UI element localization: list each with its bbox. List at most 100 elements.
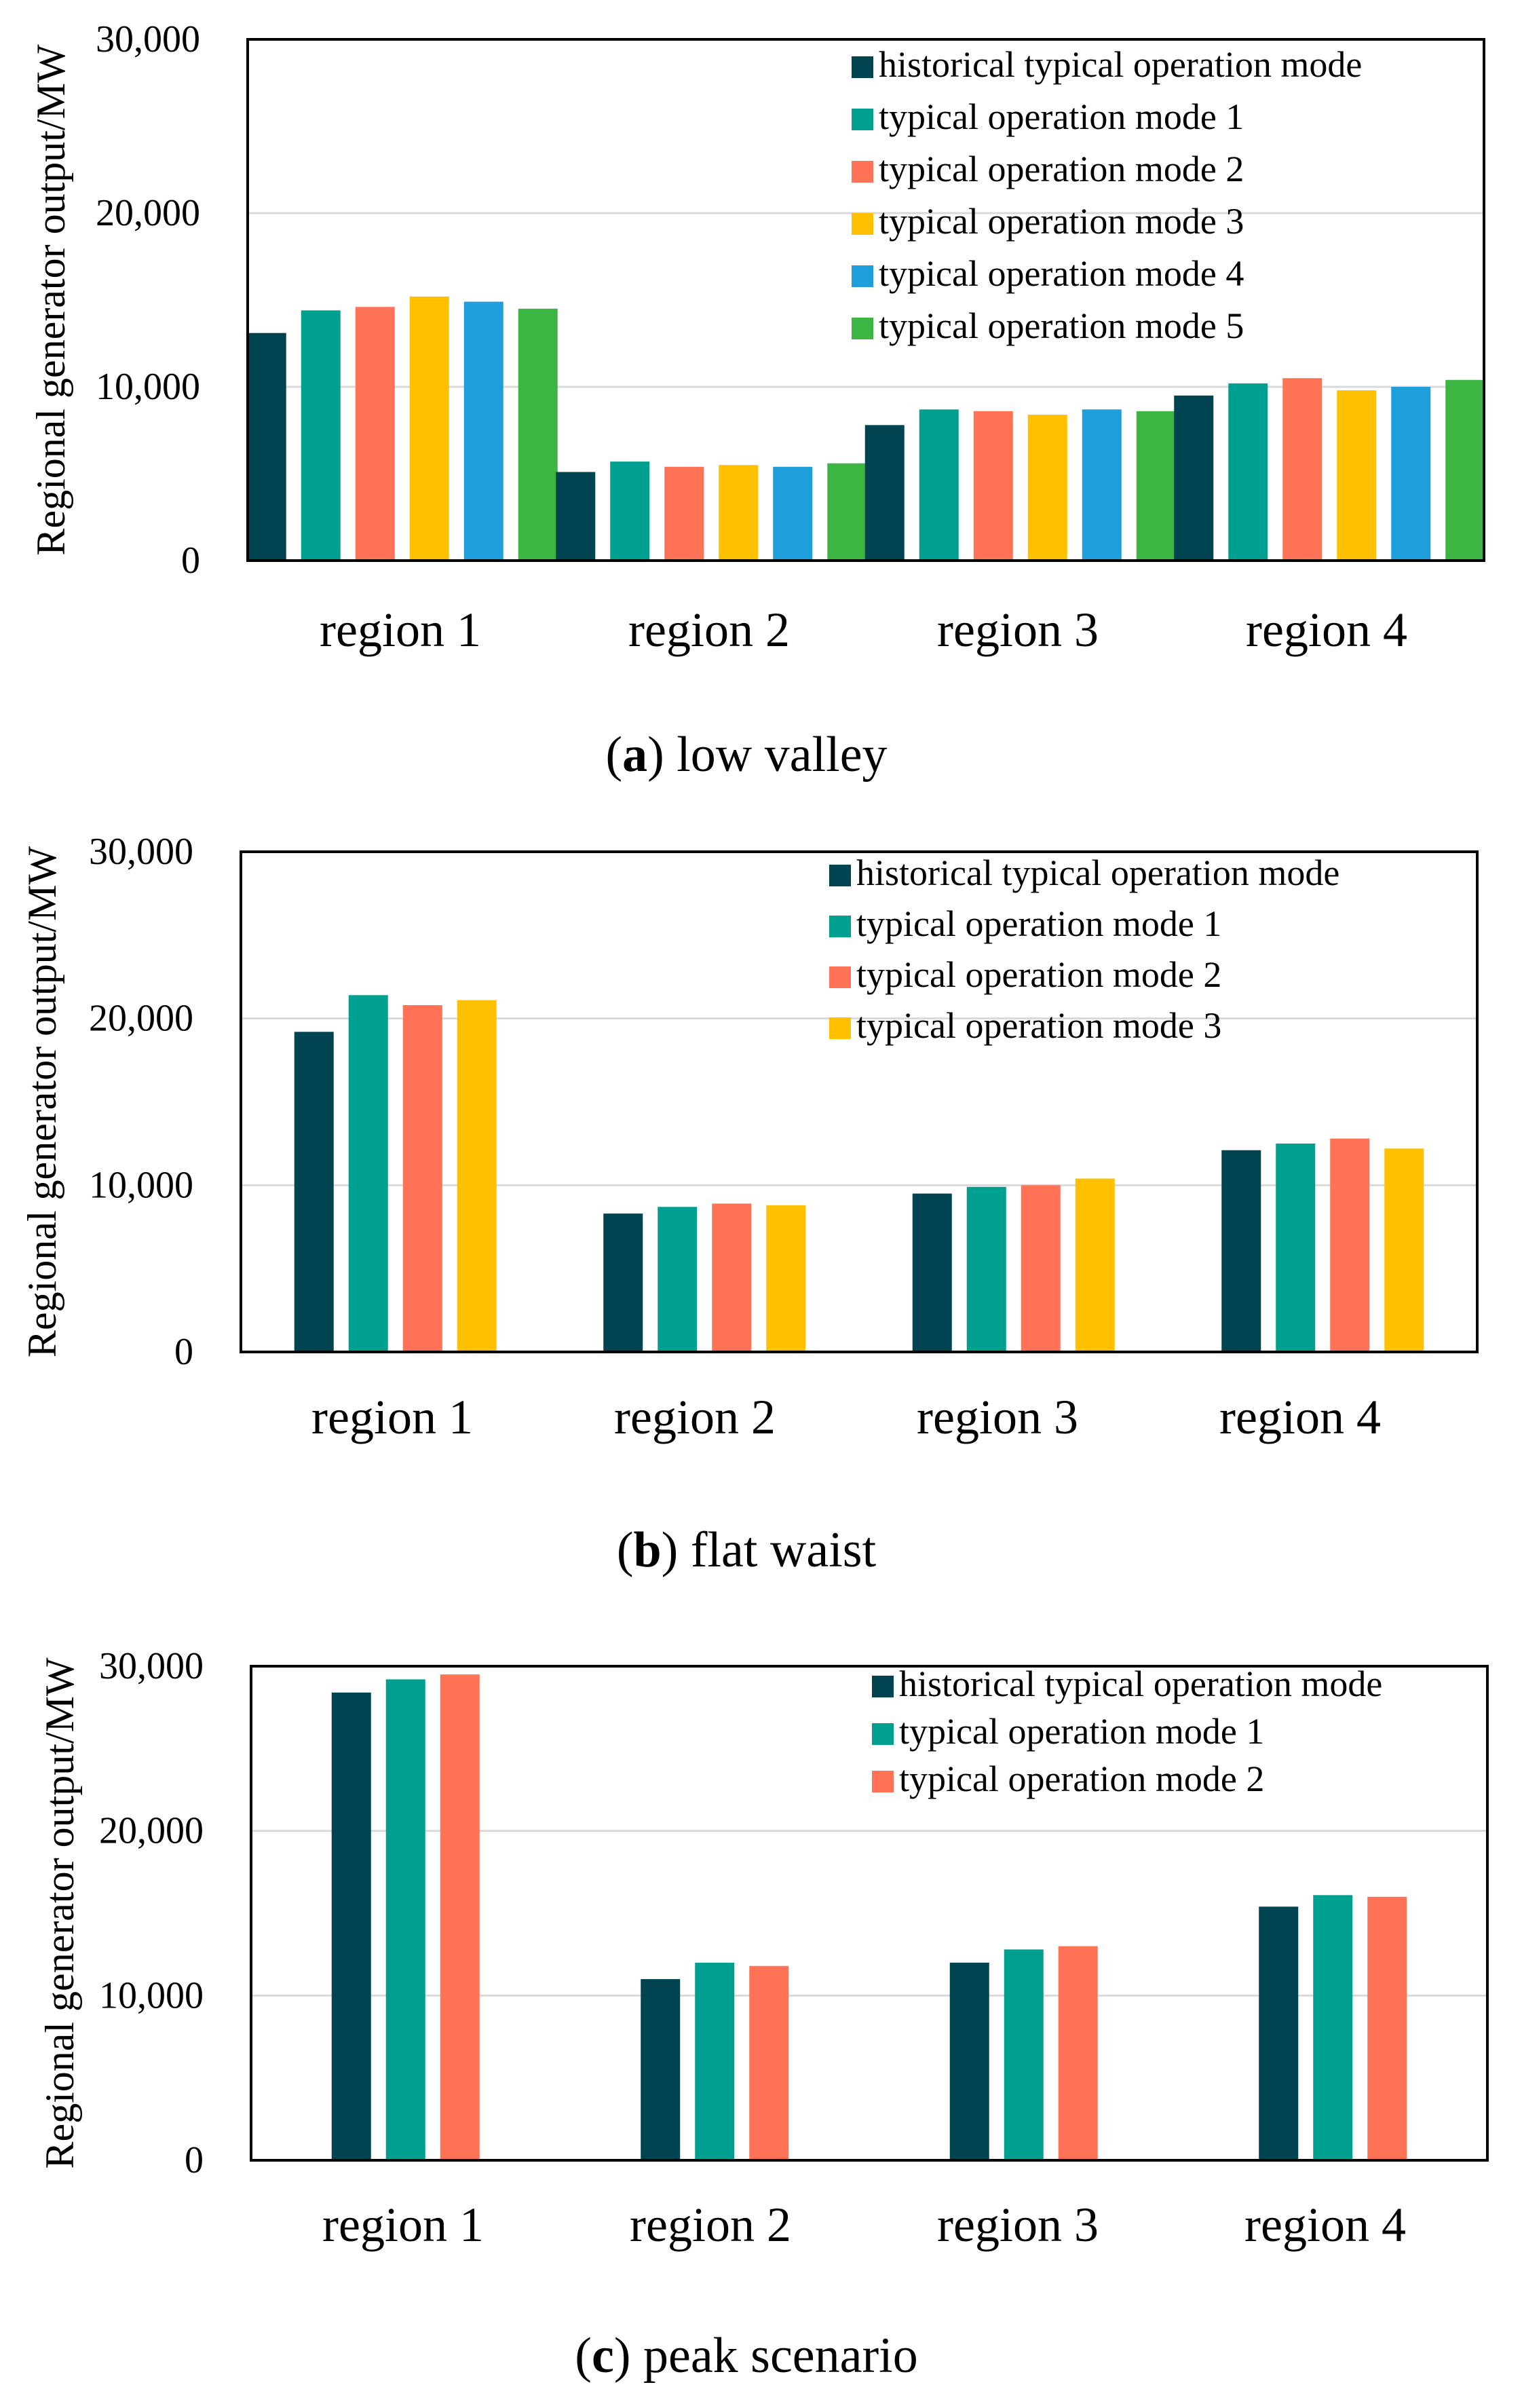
y-tick-label: 20,000: [99, 1810, 204, 1852]
bar-mode1-region-3: [966, 1186, 1006, 1352]
legend-swatch-mode2: [852, 161, 873, 183]
bar-mode2-region-4: [1367, 1896, 1407, 2160]
bar-mode4-region-3: [1082, 409, 1122, 561]
legend-swatch-mode3: [829, 1017, 851, 1039]
x-category-label: region 1: [311, 1390, 473, 1444]
bar-mode3-region-1: [409, 296, 449, 561]
caption-text: low valley: [677, 727, 887, 783]
bar-mode1-region-2: [695, 1962, 735, 2160]
x-category-label: region 4: [1244, 2198, 1406, 2252]
bar-mode1-region-4: [1313, 1895, 1353, 2160]
bar-mode3-region-1: [457, 1000, 497, 1352]
y-tick-label: 0: [181, 540, 200, 582]
legend-label: typical operation mode 5: [879, 305, 1244, 346]
panel-caption: (b) flat waist: [617, 1522, 877, 1578]
bar-mode1-region-1: [348, 995, 388, 1352]
bar-mode2-region-2: [749, 1965, 789, 2160]
bar-mode5-region-3: [1136, 411, 1176, 561]
bar-historical-region-4: [1221, 1150, 1261, 1352]
legend-swatch-historical: [829, 865, 851, 886]
legend-swatch-mode1: [852, 109, 873, 130]
y-tick-label: 10,000: [96, 366, 200, 408]
bar-historical-region-4: [1259, 1906, 1299, 2160]
bar-mode1-region-1: [301, 310, 341, 561]
legend: historical typical operation mode typical…: [852, 44, 1362, 346]
bar-mode3-region-4: [1337, 390, 1377, 561]
chart-panel-a: 0 10,000 20,000 30,000 Regional generator ou…: [28, 18, 1485, 783]
legend-swatch-mode4: [852, 265, 873, 287]
bar-mode3-region-4: [1384, 1148, 1424, 1352]
legend-label: historical typical operation mode: [879, 44, 1362, 85]
legend: historical typical operation mode typical…: [829, 852, 1339, 1046]
y-tick-label: 30,000: [99, 1645, 204, 1687]
bar-mode2-region-1: [440, 1674, 480, 2160]
bar-mode5-region-1: [518, 308, 558, 561]
bar-mode2-region-3: [973, 411, 1013, 561]
legend-swatch-mode3: [852, 213, 873, 235]
bar-mode1-region-1: [385, 1679, 425, 2160]
caption-letter: a: [622, 727, 647, 783]
bar-mode2-region-1: [355, 307, 395, 561]
plot-frame: [250, 1665, 1489, 2162]
legend-swatch-historical: [852, 56, 873, 78]
bar-historical-region-2: [603, 1214, 643, 1352]
panel-caption: (c) peak scenario: [575, 2328, 917, 2384]
bar-historical-region-3: [912, 1193, 952, 1352]
legend-label: typical operation mode 1: [899, 1711, 1264, 1752]
legend-label: typical operation mode 2: [899, 1758, 1264, 1799]
bar-mode1-region-3: [1004, 1949, 1044, 2160]
x-category-label: region 3: [917, 1390, 1078, 1444]
bar-mode3-region-3: [1027, 414, 1067, 561]
bar-mode5-region-2: [827, 463, 867, 561]
legend-swatch-historical: [872, 1676, 894, 1697]
y-tick-label: 30,000: [89, 831, 193, 873]
bar-historical-region-2: [556, 472, 596, 561]
bar-mode1-region-4: [1228, 383, 1268, 561]
legend-swatch-mode1: [829, 916, 851, 937]
bar-mode4-region-2: [773, 466, 813, 561]
bar-mode1-region-2: [610, 462, 650, 561]
bar-mode2-region-4: [1330, 1138, 1370, 1352]
legend-swatch-mode2: [872, 1771, 894, 1792]
x-category-label: region 2: [614, 1390, 776, 1444]
bar-historical-region-1: [294, 1032, 334, 1352]
x-category-label: region 3: [937, 603, 1099, 657]
y-tick-label: 0: [185, 2139, 204, 2181]
bar-mode2-region-4: [1282, 378, 1323, 561]
legend-label: historical typical operation mode: [856, 852, 1339, 893]
x-category-label: region 1: [320, 603, 481, 657]
y-axis-title: Regional generator output/MW: [20, 846, 64, 1358]
bar-mode2-region-2: [712, 1203, 752, 1352]
bar-mode4-region-4: [1391, 387, 1431, 561]
bar-historical-region-2: [641, 1979, 681, 2160]
legend-label: typical operation mode 1: [856, 903, 1221, 944]
y-tick-label: 10,000: [89, 1164, 193, 1206]
bar-historical-region-3: [949, 1962, 989, 2160]
bar-mode1-region-3: [919, 409, 959, 561]
x-category-label: region 3: [937, 2198, 1099, 2252]
caption-letter: c: [592, 2328, 614, 2384]
y-tick-label: 0: [174, 1331, 193, 1373]
legend-label: typical operation mode 4: [879, 253, 1244, 294]
bar-mode2-region-1: [402, 1005, 442, 1352]
caption-text: flat waist: [691, 1522, 877, 1578]
bar-historical-region-4: [1174, 395, 1214, 561]
caption-text: peak scenario: [643, 2328, 918, 2384]
bar-mode3-region-3: [1075, 1178, 1115, 1352]
bar-historical-region-3: [864, 425, 905, 561]
y-tick-label: 30,000: [96, 18, 200, 60]
bar-mode2-region-3: [1021, 1185, 1061, 1352]
bar-mode5-region-4: [1445, 379, 1485, 561]
legend-swatch-mode2: [829, 966, 851, 988]
bar-historical-region-1: [331, 1692, 371, 2160]
caption-letter: b: [634, 1522, 662, 1578]
bar-mode2-region-2: [664, 466, 704, 561]
bar-mode4-region-1: [463, 301, 503, 561]
bar-mode2-region-3: [1058, 1946, 1098, 2160]
legend-label: typical operation mode 3: [879, 201, 1244, 242]
legend-label: typical operation mode 1: [879, 96, 1244, 137]
legend-label: typical operation mode 2: [856, 954, 1221, 995]
chart-panel-c: 0 10,000 20,000 30,000 Regional generator ou…: [37, 1645, 1489, 2384]
panel-caption: (a) low valley: [605, 727, 887, 783]
bar-mode1-region-2: [658, 1207, 698, 1352]
